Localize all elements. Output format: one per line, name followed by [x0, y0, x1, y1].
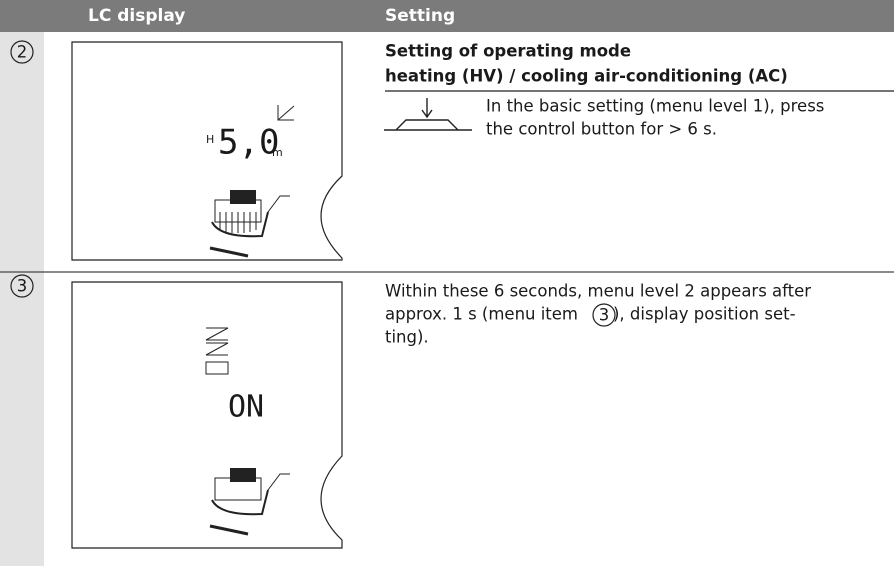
lcd-display: [71, 281, 343, 549]
inline-number: 3: [599, 306, 610, 325]
setting-text: Within these 6 seconds, menu level 2 app…: [385, 282, 811, 301]
setting-text: the control button for > 6 s.: [486, 120, 717, 139]
setting-text: In the basic setting (menu level 1), pre…: [486, 97, 824, 116]
header-bar: [0, 0, 894, 32]
setting-title: Setting of operating mode: [385, 42, 631, 61]
setting-text: ), display position set-: [613, 305, 796, 324]
lcd-text: 5,0: [218, 123, 279, 163]
setting-text: approx. 1 s (menu item: [385, 305, 578, 324]
row-number: 3: [17, 277, 28, 296]
setting-text: ting).: [385, 328, 429, 347]
lcd-text: ON: [228, 390, 264, 425]
header-cell: LC display: [88, 6, 185, 26]
lcd-text: H: [206, 133, 214, 146]
setting-title: heating (HV) / cooling air-conditioning …: [385, 67, 788, 86]
row-number: 2: [17, 43, 28, 62]
circled-number: [10, 274, 34, 298]
header-cell: Setting: [385, 6, 455, 26]
number-column: [0, 32, 44, 566]
circled-number: [10, 40, 34, 64]
button-icon: [384, 98, 472, 131]
lcd-text: m: [272, 146, 283, 159]
circled-number: [592, 303, 616, 327]
lcd-display: [71, 41, 343, 261]
